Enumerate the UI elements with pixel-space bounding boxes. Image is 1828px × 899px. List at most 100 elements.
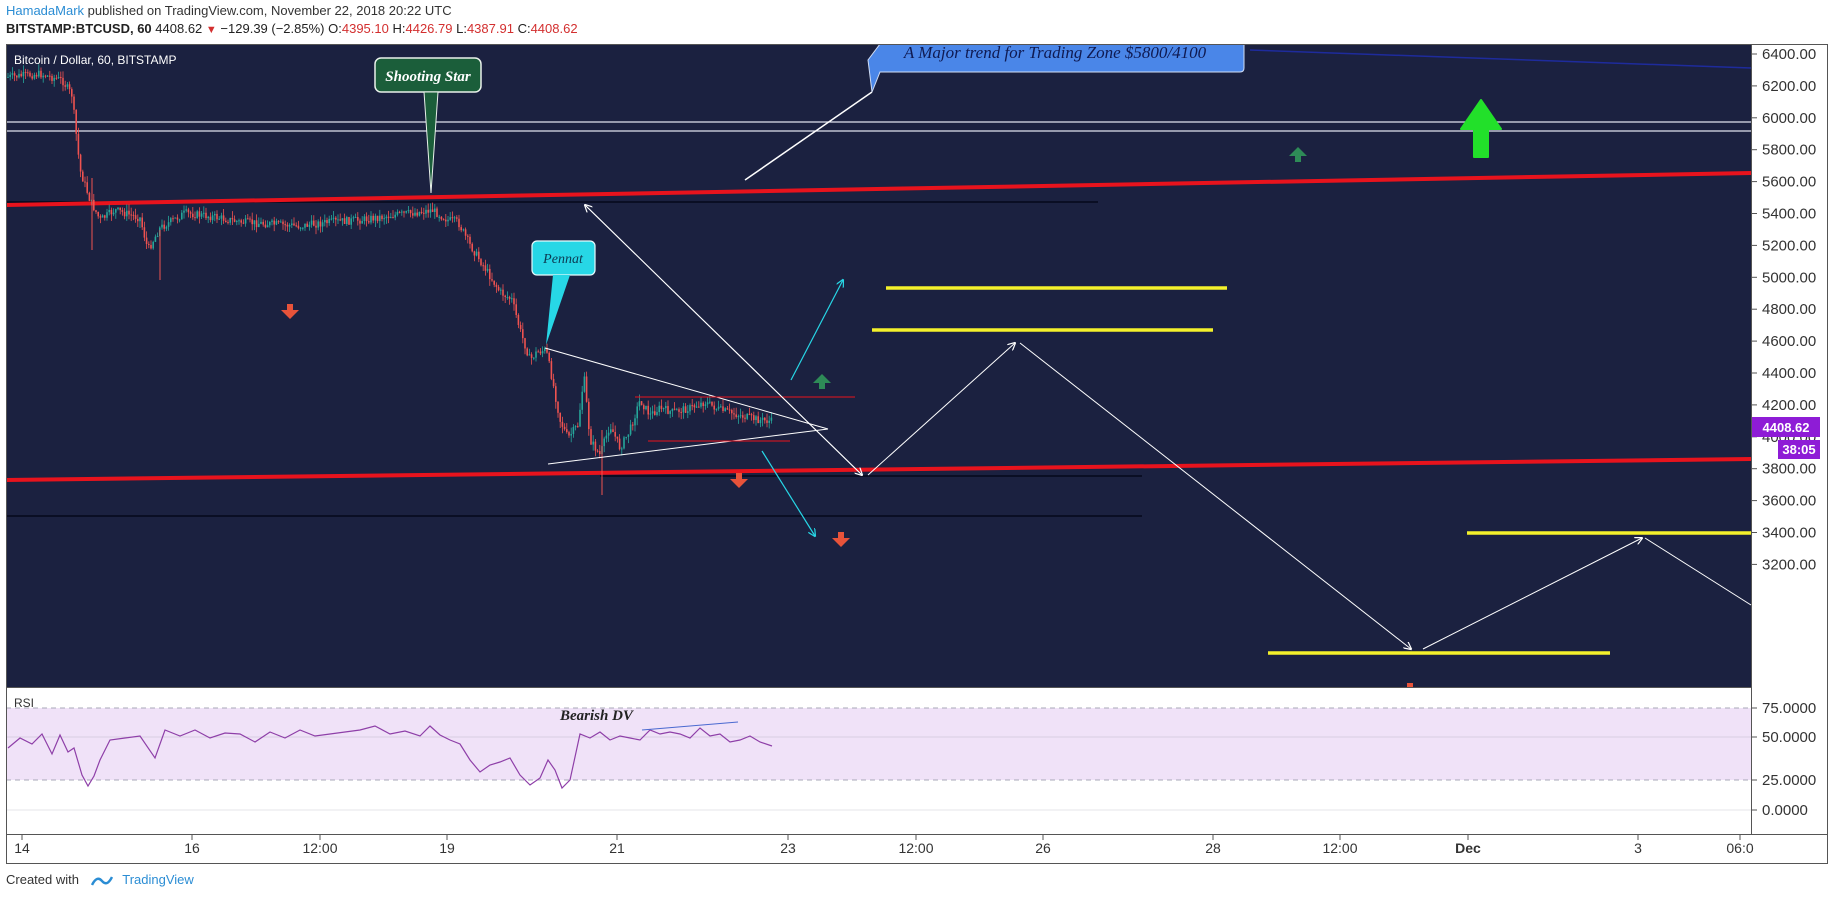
divergence-line	[641, 721, 739, 731]
price-axis-label: 3200.00	[1762, 556, 1816, 573]
candle-body	[49, 75, 51, 77]
candle-body	[222, 215, 225, 221]
candle-body	[315, 225, 317, 228]
price-axis-label: 6000.00	[1762, 110, 1816, 127]
candle-body	[71, 89, 73, 97]
candle-body	[431, 209, 434, 213]
price-axis-label: 5000.00	[1762, 269, 1816, 286]
direction-markers	[281, 99, 1502, 687]
candle-body	[33, 74, 36, 79]
lower-red-trendline[interactable]	[5, 457, 1752, 482]
candle-body	[350, 218, 352, 225]
price-candles	[7, 64, 773, 495]
candle-body	[616, 436, 619, 439]
header: HamadaMark published on TradingView.com,…	[0, 0, 1828, 44]
candle-body	[216, 213, 218, 220]
upper-red-trendline[interactable]	[5, 171, 1752, 207]
candle-body	[539, 351, 542, 354]
candle-body	[649, 413, 652, 415]
price-pane[interactable]	[6, 44, 1751, 687]
time-axis[interactable]: 14 16 12:00 19 21 23 12:00 26 28 12:00 Dec 3 06:0	[14, 835, 1754, 856]
time-axis-label: 06:0	[1726, 840, 1753, 856]
tradingview-link[interactable]: TradingView	[122, 872, 194, 887]
candle-body	[319, 221, 322, 227]
candle-body	[73, 96, 75, 110]
price-axis-label: 4600.00	[1762, 333, 1816, 350]
candle-body	[288, 225, 291, 227]
candle-body	[541, 351, 544, 354]
candle-body	[581, 391, 583, 410]
candle-body	[354, 217, 357, 219]
candle-body	[225, 220, 227, 223]
candle-body	[269, 221, 271, 226]
publish-info: published on TradingView.com, November 2…	[87, 3, 452, 18]
shooting-star-callout[interactable]: Shooting Star	[374, 57, 482, 194]
candle-body	[467, 235, 469, 237]
candle-body	[447, 219, 449, 222]
candle-body	[99, 216, 102, 218]
candle-body	[590, 429, 592, 445]
chart-area[interactable]: A Major trend for Trading Zone $5800/410…	[0, 43, 1828, 864]
candle-body	[676, 409, 678, 411]
candle-body	[185, 209, 187, 211]
up-arrow-icon	[813, 374, 831, 389]
candle-body	[546, 348, 548, 353]
time-axis-label: 23	[780, 840, 796, 856]
down-arrow-icon	[832, 532, 850, 547]
candle-body	[284, 224, 286, 226]
candle-body	[577, 426, 579, 428]
candle-body	[273, 220, 275, 225]
candle-body	[242, 222, 245, 224]
candle-body	[748, 413, 751, 415]
price-axis[interactable]: 6400.00 6200.00 6000.00 5800.00 5600.00 5400.…	[1752, 46, 1816, 573]
candle-body	[768, 420, 770, 423]
candle-body	[55, 77, 58, 79]
candle-body	[583, 376, 586, 392]
candle-body	[22, 71, 25, 77]
candle-body	[134, 215, 137, 219]
created-with: Created with	[6, 872, 79, 887]
price-axis-panel[interactable]	[1752, 44, 1828, 834]
candle-body	[724, 408, 726, 411]
candle-body	[231, 217, 234, 220]
rsi-axis-label: 25.0000	[1762, 772, 1816, 789]
candle-body	[605, 435, 608, 439]
candle-body	[40, 70, 42, 78]
price-change: −129.39 (−2.85%)	[220, 21, 325, 36]
footer: Created with TradingView	[6, 872, 194, 887]
candle-body	[332, 217, 335, 219]
candle-body	[528, 354, 531, 356]
pennat-callout[interactable]: Pennat	[531, 240, 596, 345]
candle-body	[328, 218, 330, 224]
rsi-axis-label: 0.0000	[1762, 802, 1808, 819]
time-axis-label: 26	[1035, 840, 1051, 856]
time-axis-panel[interactable]	[6, 834, 1751, 864]
candle-body	[519, 324, 522, 330]
candle-body	[493, 280, 495, 285]
candle-body	[658, 405, 660, 413]
candle-body	[671, 408, 674, 412]
candle-body	[7, 76, 9, 78]
candle-body	[660, 405, 663, 409]
candle-body	[189, 212, 192, 214]
candle-body	[310, 220, 313, 225]
author-link[interactable]: HamadaMark	[6, 3, 85, 18]
candle-body	[29, 72, 31, 77]
candle-body	[117, 207, 119, 210]
candle-body	[638, 401, 641, 407]
symbol-label: BITSTAMP:BTCUSD, 60	[6, 21, 152, 36]
candle-body	[266, 225, 269, 228]
trend-callout[interactable]: A Major trend for Trading Zone $5800/410…	[867, 43, 1245, 93]
yellow-levels[interactable]	[872, 286, 1751, 655]
candle-body	[115, 209, 117, 213]
candle-body	[137, 218, 139, 222]
candle-body	[361, 221, 363, 224]
price-tag: 4408.62 38:05	[1752, 417, 1820, 459]
candle-body	[308, 224, 311, 227]
candle-body	[759, 419, 762, 424]
candle-body	[57, 76, 60, 79]
candle-body	[623, 437, 625, 449]
rsi-axis[interactable]: 75.0000 50.0000 25.0000 0.0000	[1752, 700, 1816, 819]
candle-body	[429, 209, 432, 213]
candle-body	[253, 220, 256, 225]
